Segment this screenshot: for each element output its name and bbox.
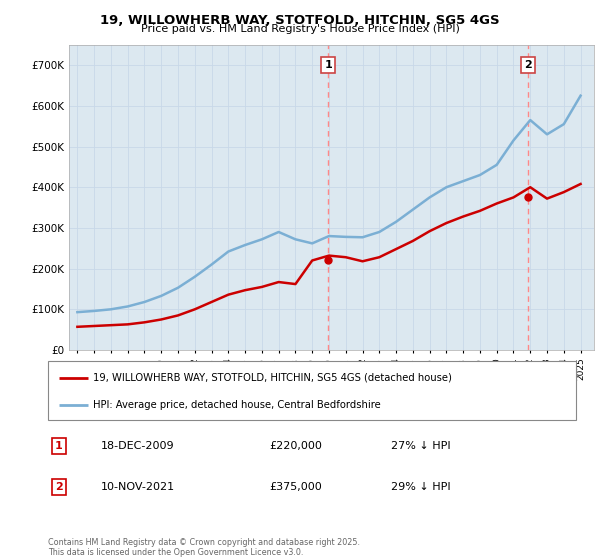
Text: 2: 2: [55, 482, 62, 492]
Text: HPI: Average price, detached house, Central Bedfordshire: HPI: Average price, detached house, Cent…: [93, 400, 380, 410]
Text: 2: 2: [524, 60, 532, 70]
Text: £375,000: £375,000: [270, 482, 323, 492]
Text: Price paid vs. HM Land Registry's House Price Index (HPI): Price paid vs. HM Land Registry's House …: [140, 24, 460, 34]
Text: 19, WILLOWHERB WAY, STOTFOLD, HITCHIN, SG5 4GS (detached house): 19, WILLOWHERB WAY, STOTFOLD, HITCHIN, S…: [93, 372, 452, 382]
Text: 1: 1: [55, 441, 62, 451]
Text: 29% ↓ HPI: 29% ↓ HPI: [391, 482, 451, 492]
Text: 27% ↓ HPI: 27% ↓ HPI: [391, 441, 451, 451]
Text: 19, WILLOWHERB WAY, STOTFOLD, HITCHIN, SG5 4GS: 19, WILLOWHERB WAY, STOTFOLD, HITCHIN, S…: [100, 14, 500, 27]
Text: 10-NOV-2021: 10-NOV-2021: [101, 482, 175, 492]
Text: £220,000: £220,000: [270, 441, 323, 451]
FancyBboxPatch shape: [48, 361, 576, 420]
Text: 18-DEC-2009: 18-DEC-2009: [101, 441, 175, 451]
Text: Contains HM Land Registry data © Crown copyright and database right 2025.
This d: Contains HM Land Registry data © Crown c…: [48, 538, 360, 557]
Text: 1: 1: [325, 60, 332, 70]
